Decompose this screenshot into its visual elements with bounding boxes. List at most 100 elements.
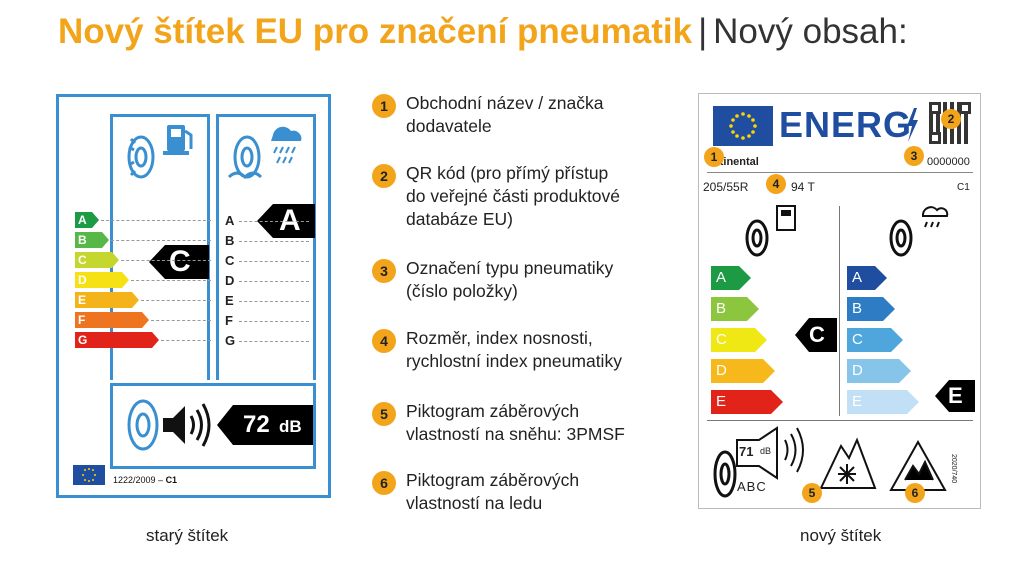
load-speed-index: 94 T (791, 180, 815, 194)
new-wet-class-bar: B (847, 297, 895, 321)
leader-line (239, 301, 309, 302)
list-item-text: databáze EU) (406, 209, 514, 229)
leader-line (111, 240, 211, 241)
list-item-text: Obchodní název / značka (406, 93, 604, 113)
old-regulation-class: C1 (165, 475, 178, 485)
new-wet-class-letter: E (852, 393, 863, 410)
old-wet-class-letter: F (225, 313, 233, 328)
leader-line (239, 341, 309, 342)
leader-line (121, 260, 211, 261)
badge-4: 4 (766, 174, 786, 194)
new-regulation: 2020/740 (950, 454, 957, 484)
new-fuel-class-bar: E (711, 390, 783, 414)
old-fuel-rating: C (169, 245, 191, 278)
list-item-text: Piktogram záběrových (406, 470, 580, 490)
list-item: 3 Označení typu pneumatiky (číslo položky) (372, 257, 672, 303)
number-badge: 6 (372, 471, 396, 495)
new-wet-class-letter: C (852, 331, 863, 348)
badge-5: 5 (802, 483, 822, 503)
old-noise-readout: 72 dB (217, 405, 313, 445)
new-wet-class-letter: A (852, 269, 863, 286)
leader-line (239, 221, 309, 222)
tyre-size: 205/55R (703, 180, 749, 194)
new-label-caption: nový štítek (800, 526, 882, 545)
title-separator: | (698, 12, 708, 51)
old-regulation-number: 1222/2009 – (113, 475, 166, 485)
new-fuel-rating: C (809, 322, 825, 347)
old-regulation: 1222/2009 – C1 (113, 475, 177, 485)
leader-line (239, 321, 309, 322)
new-wet-class-letter: D (852, 362, 863, 379)
old-fuel-class-bar: A (75, 212, 211, 228)
old-fuel-class-bar: E (75, 292, 211, 308)
lightning-icon (907, 108, 918, 142)
old-fuel-class-letter: A (78, 213, 87, 227)
number-badge: 4 (372, 329, 396, 353)
number-badge: 5 (372, 402, 396, 426)
old-wet-box (216, 114, 316, 380)
old-wet-class-letter: A (225, 213, 235, 228)
leader-line (239, 261, 309, 262)
new-fuel-class-letter: B (716, 300, 727, 317)
new-wet-class-bar: D (847, 359, 911, 383)
list-item: 6 Piktogram záběrových vlastností na ledu (372, 469, 672, 515)
old-noise-value: 72 (243, 411, 270, 438)
old-wet-class-letter: G (225, 333, 236, 348)
new-wet-class-bar: C (847, 328, 903, 352)
new-fuel-class-letter: C (716, 331, 727, 348)
label-divider (707, 172, 973, 173)
list-item-text: Piktogram záběrových (406, 401, 580, 421)
energy-wordmark: ENERG (779, 104, 913, 145)
list-item-text: Označení typu pneumatiky (406, 258, 614, 278)
old-fuel-class-bar: F (75, 312, 211, 328)
old-wet-class-letter: D (225, 273, 235, 288)
list-item-text: Rozměr, index nosnosti, (406, 328, 593, 348)
old-fuel-class-bar: C (75, 252, 211, 268)
noise-icon (127, 399, 211, 451)
old-fuel-class-bar: G (75, 332, 211, 348)
new-noise-value: 71 (739, 444, 754, 459)
new-noise-unit: dB (760, 446, 772, 456)
new-wet-class-letter: B (852, 300, 863, 317)
list-item-text: vlastností na sněhu: 3PMSF (406, 424, 625, 444)
list-item-text: rychlostní index pneumatiky (406, 351, 622, 371)
old-fuel-class-letter: G (78, 333, 88, 347)
tyre-class: C1 (957, 182, 970, 193)
snow-3pmsf-icon (819, 437, 877, 489)
list-item-text: (číslo položky) (406, 281, 518, 301)
list-item-text: do veřejné části produktové (406, 186, 621, 206)
eu-flag-icon (713, 106, 773, 146)
fuel-efficiency-icon (745, 205, 796, 257)
list-item-text: QR kód (pro přímý přístup (406, 163, 609, 183)
fuel-pump-icon (127, 125, 193, 179)
leader-line (101, 220, 211, 221)
wet-grip-icon (889, 206, 949, 257)
old-fuel-class-bar: D (75, 272, 211, 288)
list-item-text: dodavatele (406, 116, 492, 136)
old-label-caption: starý štítek (146, 526, 229, 545)
list-item: 2 QR kód (pro přímý přístup do veřejné čás… (372, 162, 672, 231)
list-item: 5 Piktogram záběrových vlastností na sněhu… (372, 400, 672, 446)
old-noise-box (110, 383, 316, 469)
supplier-name: ntinental (713, 156, 759, 168)
wet-grip-icon (227, 126, 302, 180)
list-item: 1 Obchodní název / značka dodavatele (372, 92, 672, 138)
badge-2: 2 (941, 109, 961, 129)
badge-1: 1 (704, 147, 724, 167)
tyre-type-id: 0000000 (927, 156, 970, 168)
leader-line (131, 280, 211, 281)
new-fuel-class-bar: B (711, 297, 759, 321)
new-tyre-label: ENERG ntinental 0000000 205/55R 94 T C1 … (698, 93, 981, 509)
new-noise-classes: ABC (737, 479, 767, 494)
old-fuel-class-letter: E (78, 293, 87, 307)
old-wet-class-letter: B (225, 233, 235, 248)
number-badge: 1 (372, 94, 396, 118)
badge-6: 6 (905, 483, 925, 503)
old-noise-unit: dB (279, 417, 302, 436)
old-fuel-class-letter: B (78, 233, 87, 247)
old-fuel-class-letter: D (78, 273, 87, 287)
new-wet-class-bar: E (847, 390, 919, 414)
title-subtitle: Nový obsah: (713, 12, 908, 51)
list-item: 4 Rozměr, index nosnosti, rychlostní index… (372, 327, 672, 373)
